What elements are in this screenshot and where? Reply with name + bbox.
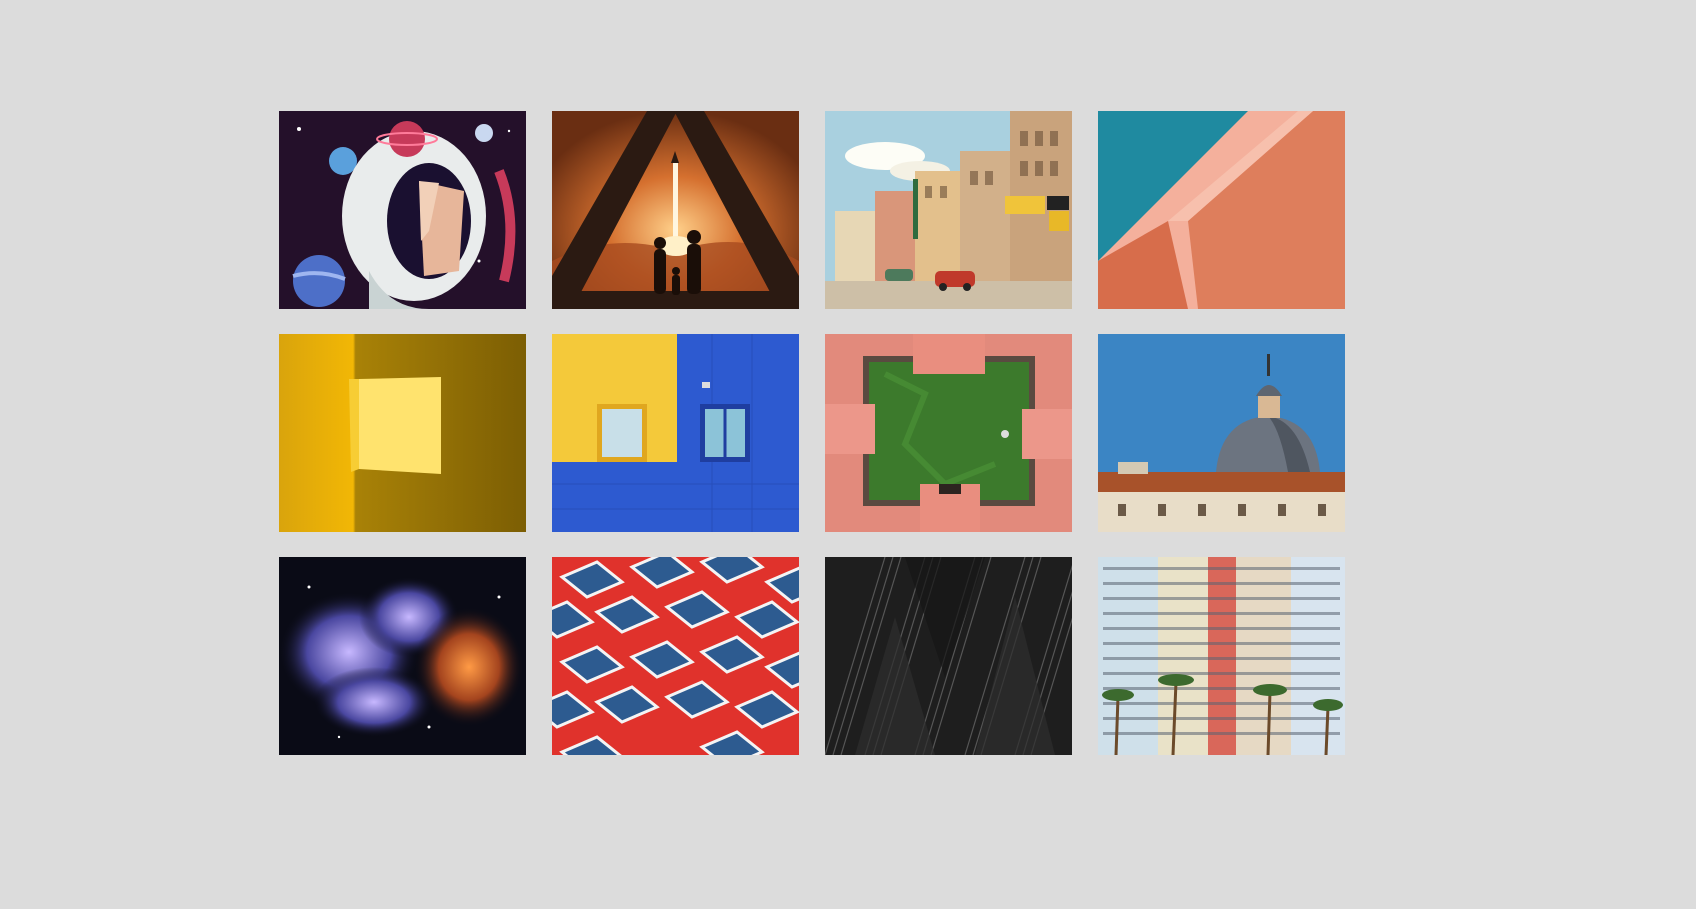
gallery-item-rocket-launch[interactable] [552, 111, 799, 309]
gallery-item-pink-architecture[interactable] [1098, 111, 1345, 309]
dark-geometric-facade-icon [825, 557, 1072, 755]
gallery-item-dome-building[interactable] [1098, 334, 1345, 532]
colorful-apartments-icon [1098, 557, 1345, 755]
gallery-item-dark-facade[interactable] [825, 557, 1072, 755]
vintage-street-postcard-icon [825, 111, 1072, 309]
gallery-item-astronaut[interactable] [279, 111, 526, 309]
gallery-item-vintage-street[interactable] [825, 111, 1072, 309]
yellow-blue-building-icon [552, 334, 799, 532]
astronaut-illustration-icon [279, 111, 526, 309]
yellow-room-light-icon [279, 334, 526, 532]
nebula-space-icon [279, 557, 526, 755]
church-dome-icon [1098, 334, 1345, 532]
gallery-item-red-grid-windows[interactable] [552, 557, 799, 755]
gallery-item-yellow-room[interactable] [279, 334, 526, 532]
rocket-launch-illustration-icon [552, 111, 799, 309]
red-grid-windows-icon [552, 557, 799, 755]
gallery-item-colorful-apartments[interactable] [1098, 557, 1345, 755]
gallery-item-nebula[interactable] [279, 557, 526, 755]
gallery-item-yellow-blue-facade[interactable] [552, 334, 799, 532]
gallery-item-courtyard-aerial[interactable] [825, 334, 1072, 532]
courtyard-aerial-icon [825, 334, 1072, 532]
pink-architecture-icon [1098, 111, 1345, 309]
image-gallery [279, 111, 1345, 755]
